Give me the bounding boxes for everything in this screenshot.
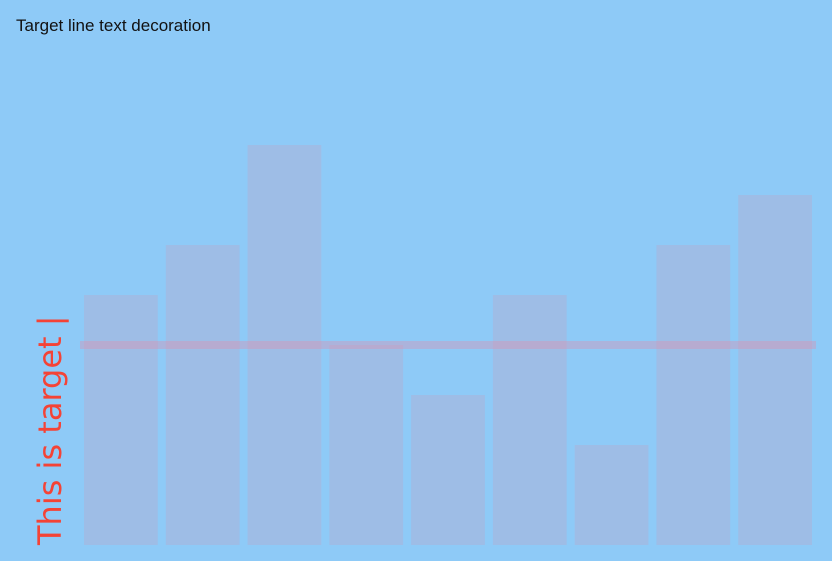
bar-8 <box>656 245 731 545</box>
target-label: This is target | <box>31 315 69 545</box>
bar-7 <box>574 445 649 545</box>
bar-5 <box>411 395 485 545</box>
bar-2 <box>165 245 240 545</box>
bar-4 <box>329 345 404 545</box>
page-title: Target line text decoration <box>16 16 211 35</box>
bar-1 <box>84 295 158 545</box>
bar-6 <box>492 295 567 545</box>
target-line <box>80 341 816 349</box>
bar-3 <box>247 145 322 545</box>
bar-9 <box>738 195 812 545</box>
